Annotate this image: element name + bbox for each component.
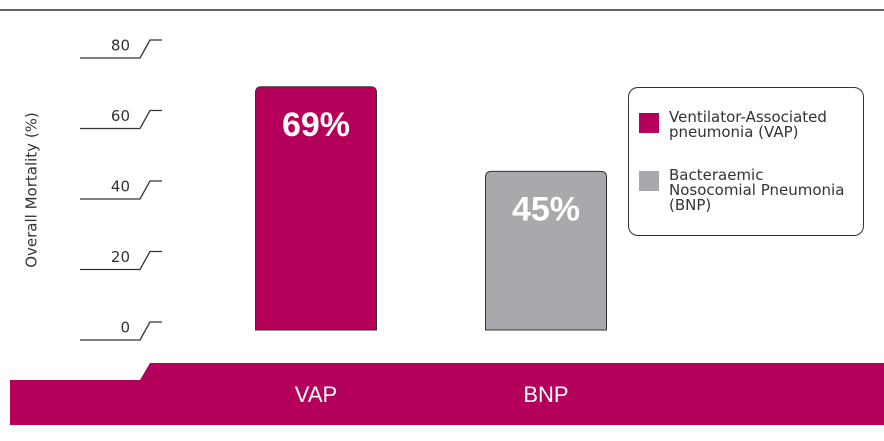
bar xyxy=(485,170,607,331)
y-axis-label: Overall Mortality (%) xyxy=(23,112,41,268)
legend-label: Ventilator-Associated pneumonia (VAP) xyxy=(669,108,827,141)
tick-mark xyxy=(80,321,162,341)
legend-entry: Ventilator-Associated pneumonia (VAP) xyxy=(639,110,849,140)
legend-label: Bacteraemic Nosocomial Pneumonia (BNP) xyxy=(669,166,845,214)
tick-mark xyxy=(80,39,162,59)
x-tick-label: BNP xyxy=(523,382,568,407)
legend-swatch xyxy=(639,171,659,191)
tick-mark xyxy=(80,109,162,130)
y-tick-label: 0 xyxy=(120,319,130,337)
tick-mark xyxy=(80,250,162,271)
category-band xyxy=(10,363,884,425)
bar xyxy=(255,86,377,331)
legend-entry: Bacteraemic Nosocomial Pneumonia (BNP) xyxy=(639,168,849,213)
value-label: 45% xyxy=(512,190,580,228)
y-tick-label: 80 xyxy=(111,37,130,55)
y-tick-label: 60 xyxy=(111,107,130,125)
y-tick-label: 20 xyxy=(111,248,130,266)
value-label: 69% xyxy=(282,106,350,144)
y-tick-label: 40 xyxy=(111,178,130,196)
tick-mark xyxy=(80,180,162,200)
legend: Ventilator-Associated pneumonia (VAP) Bac… xyxy=(628,87,864,236)
legend-swatch xyxy=(639,113,659,133)
x-tick-label: VAP xyxy=(295,382,337,407)
